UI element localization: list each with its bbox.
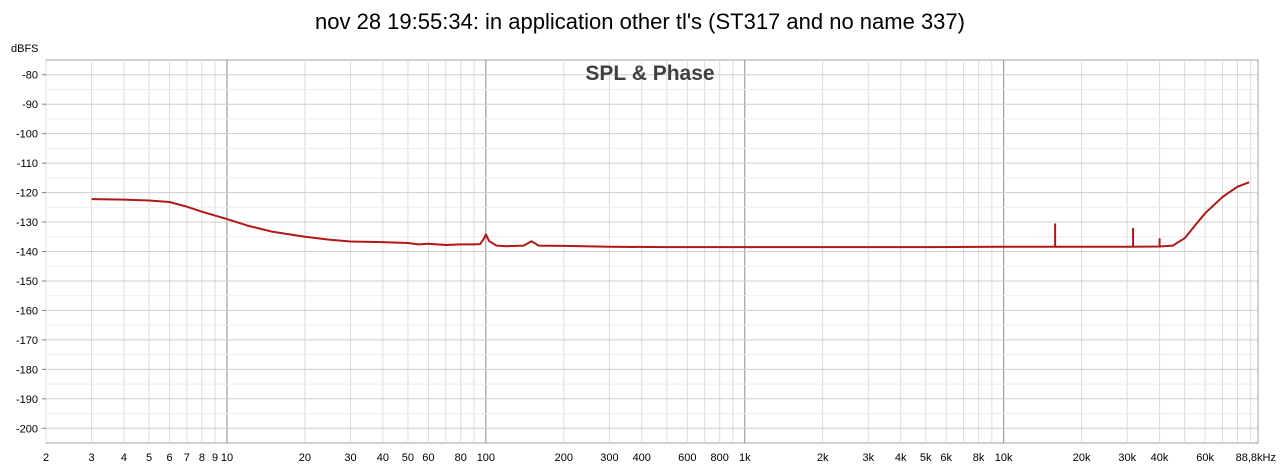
y-tick-label: -130 bbox=[16, 217, 38, 229]
y-tick-label: -90 bbox=[22, 99, 38, 111]
y-tick-label: -110 bbox=[17, 158, 38, 170]
x-tick-label: 2k bbox=[817, 452, 829, 464]
grid-lines bbox=[45, 60, 1258, 443]
x-tick-label: 40 bbox=[377, 452, 389, 464]
x-tick-label: 80 bbox=[455, 452, 467, 464]
x-axis-ticks: 2 3 4 5 6 7 8 9 10 20 30 40 50 60 80 100 200 300 400 600 800… bbox=[43, 452, 1276, 464]
x-tick-label: 20 bbox=[299, 452, 311, 464]
x-tick-label: 10 bbox=[221, 452, 233, 464]
x-tick-label: 4k bbox=[895, 452, 907, 464]
x-tick-label: 60 bbox=[422, 452, 434, 464]
x-tick-label: 7 bbox=[184, 452, 190, 464]
y-tick-label: -140 bbox=[16, 247, 38, 259]
y-tick-label: -180 bbox=[16, 364, 38, 376]
x-tick-label: 200 bbox=[555, 452, 573, 464]
y-tick-label: -160 bbox=[16, 305, 38, 317]
series-group bbox=[91, 181, 1250, 249]
x-tick-label: 88,8kHz bbox=[1236, 452, 1276, 464]
spl-series-line bbox=[91, 181, 1250, 249]
x-tick-label: 5k bbox=[920, 452, 932, 464]
x-tick-label: 800 bbox=[711, 452, 729, 464]
x-tick-label: 4 bbox=[121, 452, 127, 464]
x-tick-label: 8 bbox=[199, 452, 205, 464]
x-tick-label: 5 bbox=[146, 452, 152, 464]
x-tick-label: 8k bbox=[973, 452, 985, 464]
plot-label: SPL & Phase bbox=[585, 62, 715, 85]
x-tick-label: 100 bbox=[477, 452, 495, 464]
x-tick-label: 1k bbox=[739, 452, 751, 464]
x-tick-label: 6k bbox=[940, 452, 952, 464]
x-tick-label: 20k bbox=[1073, 452, 1091, 464]
x-tick-label: 6 bbox=[166, 452, 172, 464]
x-tick-label: 30k bbox=[1118, 452, 1136, 464]
y-tick-label: -170 bbox=[16, 335, 38, 347]
x-tick-label: 3 bbox=[89, 452, 95, 464]
x-tick-label: 9 bbox=[212, 452, 218, 464]
y-tick-label: -120 bbox=[16, 188, 38, 200]
y-axis-ticks: -80 -90 -100 -110 -120 -130 -140 -150 -160 -170 -1… bbox=[16, 70, 46, 435]
x-tick-label: 3k bbox=[862, 452, 874, 464]
y-tick-label: -100 bbox=[16, 129, 38, 141]
y-tick-label: -190 bbox=[16, 394, 38, 406]
y-tick-label: -80 bbox=[22, 70, 38, 82]
x-tick-label: 60k bbox=[1196, 452, 1214, 464]
x-tick-label: 300 bbox=[600, 452, 618, 464]
x-tick-label: 50 bbox=[402, 452, 414, 464]
x-tick-label: 30 bbox=[344, 452, 356, 464]
x-tick-label: 40k bbox=[1151, 452, 1169, 464]
x-tick-label: 400 bbox=[633, 452, 651, 464]
x-tick-label: 2 bbox=[43, 452, 49, 464]
chart-title: nov 28 19:55:34: in application other tl… bbox=[315, 9, 965, 34]
x-tick-label: 10k bbox=[995, 452, 1013, 464]
x-tick-label: 600 bbox=[678, 452, 696, 464]
y-tick-label: -150 bbox=[16, 276, 38, 288]
y-tick-label: -200 bbox=[16, 423, 38, 435]
y-axis-unit-label: dBFS bbox=[11, 43, 39, 55]
